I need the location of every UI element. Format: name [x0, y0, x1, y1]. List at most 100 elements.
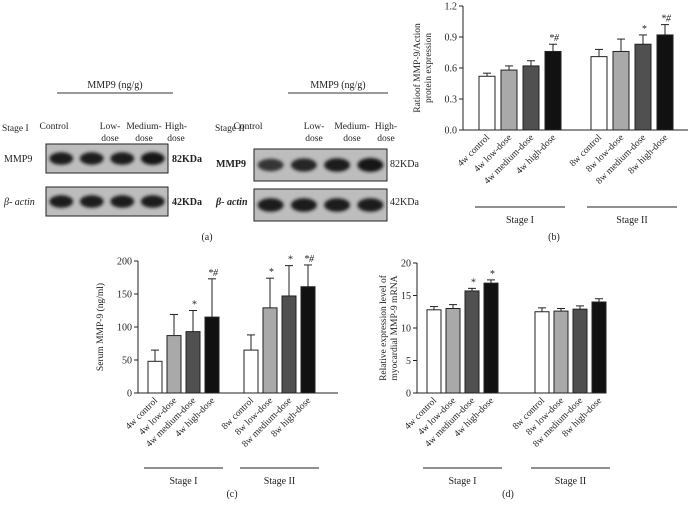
- y-tick-label: 15: [401, 291, 411, 302]
- bar: [147, 360, 163, 394]
- blot-band: [110, 195, 135, 208]
- caption-a: (a): [201, 232, 212, 243]
- blot-band: [79, 195, 104, 208]
- blot-group-label: dose: [305, 134, 322, 144]
- bar: [166, 335, 182, 394]
- chart-b: 0.0 0.3 0.6 0.9 1.2 Ratioof MMP-9/Action prote…: [412, 2, 688, 243]
- blot-stage-label: Stage II: [215, 124, 245, 134]
- y-axis-label: protein expression: [424, 33, 434, 103]
- blot-row-label: MMP9: [216, 159, 246, 170]
- blot-band: [324, 198, 351, 212]
- significance-mark: *: [288, 255, 293, 266]
- blot-group-label: dose: [377, 134, 394, 144]
- bar: [300, 286, 316, 394]
- bar: [572, 308, 588, 394]
- bar: [262, 307, 278, 394]
- blot-band: [324, 158, 351, 172]
- blot-group-label: dose: [343, 134, 360, 144]
- blot-row-label: MMP9: [4, 154, 32, 165]
- significance-mark: *: [192, 300, 197, 311]
- bar: [483, 282, 499, 394]
- y-axis-label: myocardial MMP-9 mRNA: [390, 275, 400, 380]
- y-tick-label: 10: [401, 324, 411, 335]
- blot-group-label: High-: [375, 122, 397, 132]
- y-tick-label: 0: [127, 389, 132, 400]
- y-axis-label: Relative expression level of: [378, 274, 389, 381]
- bar: [544, 50, 562, 131]
- significance-mark: *: [269, 267, 274, 278]
- bar: [656, 34, 674, 131]
- significance-mark: *: [471, 277, 476, 288]
- blot-size-label: 82KDa: [172, 154, 202, 165]
- bar: [478, 75, 496, 131]
- significance-mark: *: [490, 269, 495, 280]
- y-axis-label: Ratioof MMP-9/Action: [412, 23, 423, 113]
- y-tick-label: 0.9: [445, 33, 458, 44]
- blot-group-label: dose: [135, 134, 152, 144]
- stage-label: Stage II: [264, 476, 295, 487]
- caption-c: (c): [226, 489, 237, 500]
- y-tick-label: 0.0: [445, 126, 458, 137]
- y-tick-label: 0.6: [445, 64, 458, 75]
- y-axis-label: Serum MMP-9 (ng/ml): [95, 283, 106, 371]
- caption-b: (b): [548, 232, 560, 243]
- blot-group-label: Medium-: [334, 122, 369, 132]
- y-tick-label: 0: [406, 389, 411, 400]
- y-tick-label: 5: [406, 356, 411, 367]
- stage-label: Stage I: [506, 215, 534, 226]
- blot-group-label: Control: [233, 122, 262, 132]
- blot-band: [257, 158, 284, 172]
- stage-label: Stage I: [448, 476, 476, 487]
- blot-stage-label: Stage I: [2, 124, 29, 134]
- blot-band: [357, 198, 384, 212]
- blot-group-label: dose: [101, 134, 118, 144]
- significance-mark: *#: [208, 268, 219, 279]
- y-tick-label: 200: [117, 257, 132, 268]
- blot-band: [140, 152, 165, 165]
- caption-d: (d): [502, 489, 514, 500]
- blot-header: MMP9 (ng/g): [87, 80, 142, 91]
- bar: [500, 69, 518, 131]
- y-tick-label: 1.2: [445, 2, 458, 13]
- stage-label: Stage II: [555, 476, 586, 487]
- blot-group-label: High-: [165, 122, 187, 132]
- blot-band: [110, 152, 135, 165]
- chart-d: 0 5 10 15 20 Relative expression level of myoc…: [378, 259, 610, 500]
- bar: [426, 309, 442, 394]
- y-tick-label: 0.3: [445, 95, 458, 106]
- bar: [534, 311, 550, 394]
- blot-row-label: β- actin: [3, 197, 35, 208]
- y-tick-label: 50: [122, 356, 132, 367]
- blot-band: [290, 198, 317, 212]
- blot-size-label: 42KDa: [172, 197, 202, 208]
- blot-band: [357, 158, 384, 172]
- blot-group-label: Medium-: [126, 122, 161, 132]
- blot-band: [290, 158, 317, 172]
- blot-group-label: Control: [39, 122, 68, 132]
- blot-band: [257, 198, 284, 212]
- stage-label: Stage II: [616, 215, 647, 226]
- y-tick-label: 20: [401, 259, 411, 270]
- significance-mark: *#: [304, 254, 315, 265]
- blot-band: [49, 152, 74, 165]
- bar: [522, 65, 540, 131]
- bar: [464, 290, 480, 394]
- blot-band: [49, 195, 74, 208]
- bar: [590, 56, 608, 131]
- significance-mark: *#: [549, 33, 560, 44]
- bar: [612, 50, 630, 131]
- bar: [553, 310, 569, 394]
- bar: [634, 43, 652, 131]
- blot-group-label: Low-: [100, 122, 121, 132]
- significance-mark: *: [642, 24, 647, 35]
- blot-size-label: 42KDa: [390, 197, 419, 208]
- bar: [185, 331, 201, 394]
- y-tick-label: 150: [117, 290, 132, 301]
- bar: [445, 308, 461, 394]
- blot-group-label: Low-: [304, 122, 325, 132]
- blot-band: [140, 195, 165, 208]
- bar: [204, 316, 220, 394]
